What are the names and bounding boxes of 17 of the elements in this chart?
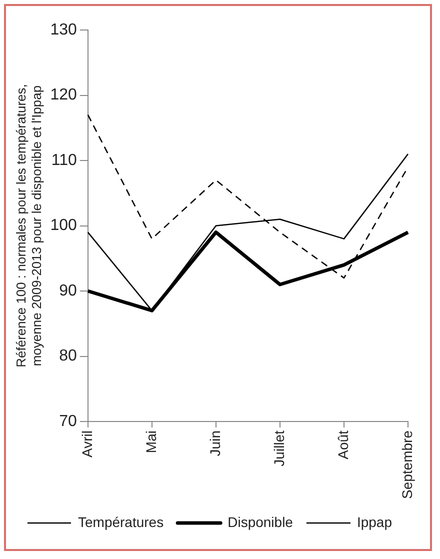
legend-label: Températures <box>78 514 164 530</box>
y-tick-label: 100 <box>50 217 77 234</box>
legend-label: Ippap <box>356 514 392 530</box>
x-tick-label: Avril <box>78 430 95 458</box>
x-tick-label: Juin <box>206 430 223 456</box>
y-axis-title: Référence 100 : normales pour les températures, moyenne 2009-2013 pour le disponible et l'Ippap <box>13 84 44 368</box>
y-tick-label: 80 <box>59 348 77 365</box>
y-tick-label: 120 <box>50 86 77 104</box>
y-tick-label: 130 <box>50 21 77 38</box>
x-tick-label: Mai <box>142 430 159 454</box>
x-tick-label: Août <box>334 430 351 460</box>
y-tick-label: 110 <box>51 152 77 169</box>
x-tick-label: Juillet <box>270 430 287 466</box>
y-tick-label: 90 <box>59 282 77 300</box>
x-tick-label: Septembre <box>398 430 415 499</box>
y-tick-label: 70 <box>59 412 77 430</box>
legend-label: Disponible <box>228 514 294 530</box>
